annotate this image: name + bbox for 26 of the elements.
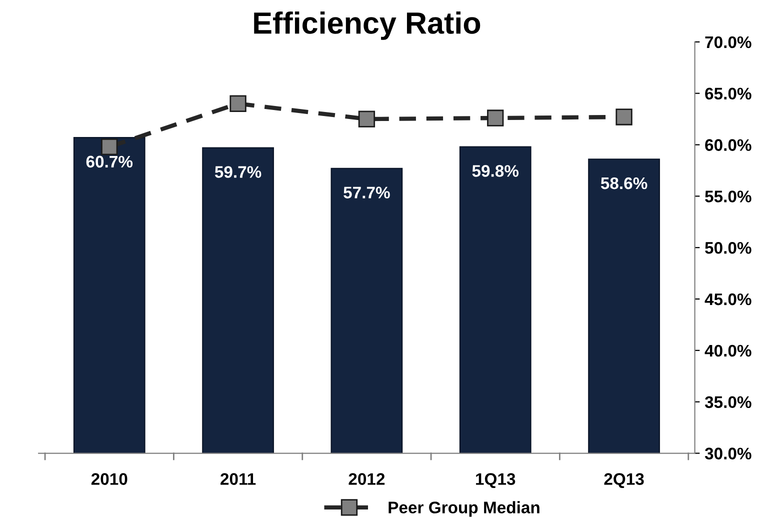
y-tick-label: 65.0%: [705, 88, 752, 100]
x-tick-label: 2Q13: [604, 473, 644, 488]
data-label: 60.7%: [86, 156, 133, 168]
point: [487, 110, 504, 126]
point: [616, 108, 632, 126]
y-tick-label: 45.0%: [704, 293, 752, 306]
data-label: 57.7%: [344, 186, 390, 198]
chart-title: Efficiency Ratio: [254, 11, 480, 40]
x-tick-label: 1Q13: [476, 473, 516, 488]
data-label: 59.8%: [472, 165, 519, 177]
legend-label: Peer Group Median: [388, 501, 540, 517]
y-tick-label: 30.0%: [704, 448, 752, 460]
x-tick-label: 2011: [220, 473, 256, 485]
y-tick-label: 35.0%: [704, 396, 752, 408]
point: [358, 110, 376, 128]
y-tick-label: 70.0%: [705, 36, 752, 48]
y-tick-label: 40.0%: [704, 344, 752, 357]
data-label: 59.7%: [214, 166, 262, 178]
x-tick-label: 2010: [91, 473, 128, 485]
x-tick-label: 2012: [348, 473, 385, 485]
data-label: 58.6%: [600, 177, 648, 190]
y-tick-label: 60.0%: [705, 139, 752, 151]
y-tick-label: 55.0%: [705, 190, 752, 202]
y-tick-label: 50.0%: [705, 242, 752, 254]
point: [230, 95, 246, 112]
point: [101, 138, 118, 156]
